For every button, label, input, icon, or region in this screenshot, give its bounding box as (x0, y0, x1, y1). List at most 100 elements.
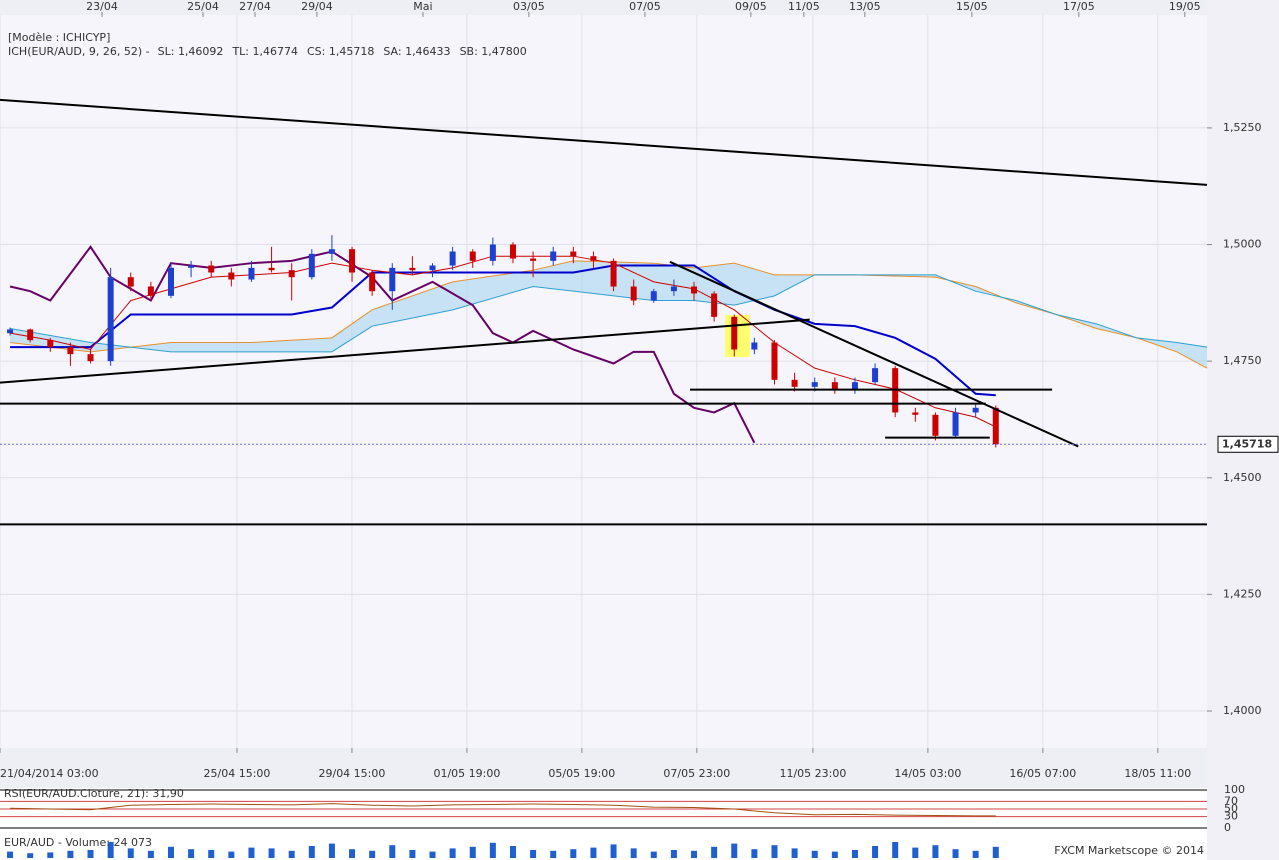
candle-body (952, 412, 959, 436)
volume-bar (932, 845, 939, 858)
volume-panel (0, 834, 1207, 860)
candle-body (650, 291, 657, 301)
highlight-box (725, 315, 750, 357)
volume-bar (429, 851, 436, 858)
legend-indicator: ICH(EUR/AUD, 9, 26, 52) - (8, 45, 150, 58)
x-tick-label: 25/04 15:00 (204, 767, 271, 780)
plot-area (0, 0, 1207, 748)
candle-body (87, 354, 94, 362)
candle-body (107, 277, 114, 362)
legend-entry: SA: 1,46433 (383, 45, 450, 58)
top-tick-label: 29/04 (301, 0, 333, 13)
volume-bar (127, 848, 134, 858)
y-tick-label: 1,4750 (1223, 354, 1262, 367)
top-tick-label: 07/05 (629, 0, 661, 13)
candle-body (167, 267, 174, 296)
volume-bar (972, 850, 979, 858)
y-tick-label: 1,5000 (1223, 238, 1262, 251)
volume-bar (811, 850, 818, 858)
volume-bar (711, 846, 718, 858)
candle-body (691, 286, 698, 294)
y-tick-label: 1,4500 (1223, 471, 1262, 484)
candle-body (67, 347, 74, 355)
volume-bar (27, 853, 34, 858)
x-tick-label: 01/05 19:00 (433, 767, 500, 780)
legend-entry: SL: 1,46092 (158, 45, 224, 58)
x-tick-label: 18/05 11:00 (1124, 767, 1191, 780)
candle-body (127, 277, 134, 287)
volume-bar (771, 845, 778, 858)
volume-bar (630, 848, 637, 858)
candle-body (731, 316, 738, 350)
last-price-box (1217, 435, 1279, 453)
volume-bar (208, 850, 215, 858)
time-axis-area (0, 748, 1207, 788)
candle-body (509, 244, 516, 259)
x-tick-label: 05/05 19:00 (548, 767, 615, 780)
indicator-line (9, 274, 1208, 353)
volume-bar (248, 847, 255, 858)
candle-body (308, 253, 315, 278)
candle-body (751, 342, 758, 350)
candle-body (771, 342, 778, 380)
candle-body (590, 256, 597, 261)
volume-bar (872, 846, 879, 858)
top-tick-label: 13/05 (849, 0, 881, 13)
volume-bar (87, 850, 94, 858)
top-tick-label: 27/04 (239, 0, 271, 13)
candle-body (489, 244, 496, 261)
volume-bar (570, 849, 577, 858)
panel-title: RSI(EUR/AUD.Cloture, 21): 31,90 (4, 787, 184, 800)
top-tick-label: 11/05 (788, 0, 820, 13)
volume-bar (892, 842, 899, 858)
indicator-line (10, 260, 1208, 369)
candle-body (670, 286, 677, 292)
candle-body (851, 382, 858, 390)
x-tick-label: 29/04 15:00 (318, 767, 385, 780)
y-tick-label: 1,4250 (1223, 587, 1262, 600)
x-tick-label: 07/05 23:00 (663, 767, 730, 780)
candle-body (389, 267, 396, 292)
footer: FXCM Marketscope © 2014 (1054, 844, 1204, 857)
candle-body (268, 267, 275, 271)
volume-bar (691, 850, 698, 858)
legend-entry: SB: 1,47800 (460, 45, 527, 58)
legend-header: [Modèle : ICHICYP] (8, 31, 110, 44)
top-tick-label: 25/04 (187, 0, 219, 13)
volume-bar (147, 850, 154, 858)
candle-body (47, 340, 54, 348)
y-tick-label: 50 (1224, 802, 1238, 815)
rsi-panel (0, 788, 1207, 834)
volume-bar (308, 846, 315, 858)
x-tick-label: 21/04/2014 03:00 (0, 767, 99, 780)
candle-body (872, 368, 879, 383)
top-tick-label: Mai (413, 0, 432, 13)
volume-bar (449, 848, 456, 858)
candle-body (831, 382, 838, 390)
top-tick-label: 09/05 (735, 0, 767, 13)
y-tick-label: 0 (1224, 821, 1231, 834)
volume-bar (7, 851, 14, 858)
volume-bar (610, 844, 617, 858)
top-axis (0, 0, 1207, 15)
candle-body (288, 270, 295, 278)
candle-body (188, 265, 195, 268)
volume-bar (67, 850, 74, 858)
candle-body (27, 329, 34, 341)
candle-body (449, 251, 456, 266)
candle-body (208, 265, 215, 273)
x-tick-label: 14/05 03:00 (894, 767, 961, 780)
volume-bar (791, 848, 798, 858)
volume-bar (992, 846, 999, 858)
indicator-line (10, 264, 996, 397)
volume-bar (107, 842, 114, 858)
volume-bar (268, 848, 275, 858)
candle-body (912, 412, 919, 415)
x-tick-label: 11/05 23:00 (779, 767, 846, 780)
candle-body (349, 249, 356, 273)
candle-body (147, 286, 154, 296)
x-tick-label: 16/05 07:00 (1009, 767, 1076, 780)
volume-bar (328, 843, 335, 858)
volume-bar (469, 846, 476, 858)
